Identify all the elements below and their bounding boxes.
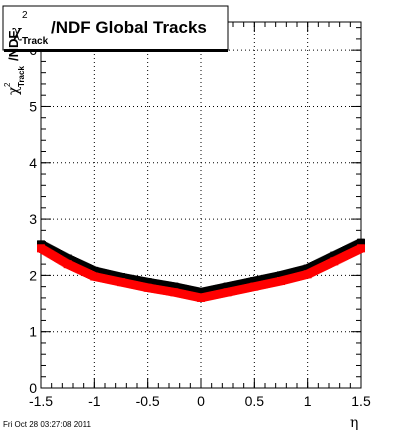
series-1 (37, 244, 365, 302)
y-tick-label: 3 (29, 211, 37, 227)
x-tick-label: -1.5 (29, 393, 53, 409)
title-box-shadow (4, 49, 228, 52)
title-superscript: 2 (22, 10, 28, 21)
footer-timestamp: Fri Oct 28 03:27:08 2011 (3, 420, 91, 429)
title-subscript: Track (22, 36, 49, 47)
data-marker (358, 238, 364, 247)
ylabel-text: /NDF (6, 31, 21, 61)
y-tick-label: 5 (29, 98, 37, 114)
chart-title: χ 2 Track /NDF Global Tracks (2, 5, 229, 52)
y-tick-label: 0 (29, 380, 37, 396)
data-marker (358, 244, 364, 253)
y-tick-label: 1 (29, 324, 37, 340)
x-tick-label: 1 (304, 393, 312, 409)
title-box (2, 5, 229, 51)
tick-labels: -1.5-1-0.500.511.50123456 (29, 42, 371, 409)
plot-frame (40, 21, 362, 389)
title-text: /NDF Global Tracks (51, 18, 207, 37)
y-tick-label: 4 (29, 155, 37, 171)
ylabel-superscript: 2 (3, 82, 12, 87)
x-axis-label: η (350, 415, 358, 431)
series-layer (37, 238, 365, 302)
ylabel-subscript: Track (17, 66, 26, 87)
x-tick-label: -0.5 (136, 393, 160, 409)
x-tick-label: 0 (197, 393, 205, 409)
title-chi: χ (12, 22, 22, 42)
y-axis-label: χ 2 Track /NDF (3, 31, 26, 95)
x-tick-label: 0.5 (245, 393, 265, 409)
x-tick-label: 1.5 (351, 393, 371, 409)
x-tick-label: -1 (88, 393, 101, 409)
y-tick-label: 2 (29, 267, 37, 283)
ylabel-chi: χ (6, 86, 22, 95)
